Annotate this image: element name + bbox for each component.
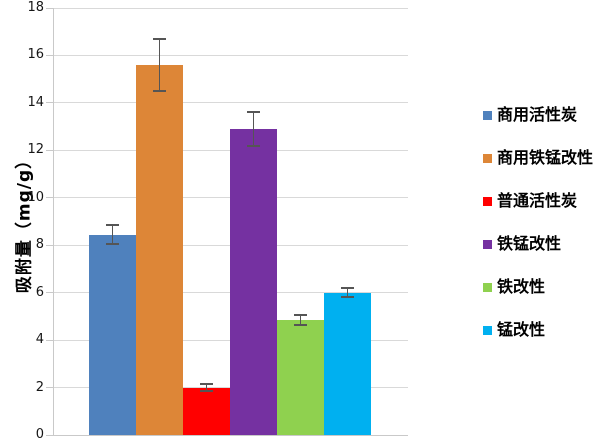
bar — [136, 64, 183, 435]
legend-item: 锰改性 — [483, 321, 593, 339]
error-bar-cap — [341, 286, 354, 289]
error-bar-cap — [200, 390, 213, 393]
error-bar-cap — [341, 296, 354, 299]
error-bar — [299, 315, 302, 325]
legend-label: 商用活性炭 — [497, 105, 578, 124]
error-bar — [346, 287, 349, 298]
error-bar — [205, 383, 208, 392]
y-tick-label: 14 — [27, 94, 44, 110]
legend-item: 铁锰改性 — [483, 235, 593, 253]
legend-label: 铁改性 — [497, 277, 546, 296]
error-bar-cap — [247, 111, 260, 114]
legend-item: 普通活性炭 — [483, 192, 593, 210]
y-axis-tick — [46, 54, 53, 56]
error-bar-cap — [294, 323, 307, 326]
y-tick-label: 0 — [35, 427, 44, 442]
bar — [277, 319, 324, 435]
legend-label: 普通活性炭 — [497, 191, 578, 210]
y-axis-tick — [46, 434, 53, 436]
legend-item: 铁改性 — [483, 278, 593, 296]
y-tick-label: 6 — [35, 284, 44, 300]
error-bar — [158, 38, 161, 92]
y-axis-tick — [46, 292, 53, 294]
legend-label: 商用铁锰改性 — [497, 148, 594, 167]
y-tick-label: 18 — [27, 0, 44, 15]
y-axis-tick — [46, 149, 53, 151]
error-bar-cap — [153, 37, 166, 40]
legend-color-swatch — [483, 239, 492, 249]
legend-label: 铁锰改性 — [497, 234, 562, 253]
legend-item: 商用铁锰改性 — [483, 149, 593, 167]
gridline — [54, 102, 408, 104]
error-bar — [111, 225, 114, 245]
bar — [89, 234, 136, 435]
legend-color-swatch — [483, 153, 492, 163]
error-bar-cap — [106, 243, 119, 246]
error-bar — [252, 112, 255, 146]
error-bar-cap — [106, 224, 119, 227]
y-axis-tick — [46, 102, 53, 104]
legend-color-swatch — [483, 325, 492, 335]
legend-color-swatch — [483, 282, 492, 292]
error-bar-cap — [294, 314, 307, 317]
plot-area — [53, 7, 408, 436]
y-tick-label: 12 — [27, 142, 44, 158]
legend-color-swatch — [483, 196, 492, 206]
gridline — [54, 7, 408, 9]
y-tick-label: 4 — [35, 332, 44, 348]
legend: 商用活性炭商用铁锰改性 普通活性炭铁锰改性铁改性锰改性 — [483, 106, 593, 364]
y-axis-tick — [46, 339, 53, 341]
error-bar-cap — [200, 382, 213, 385]
y-axis-tick — [46, 7, 53, 9]
bar — [324, 292, 371, 435]
y-axis-tick — [46, 387, 53, 389]
legend-label: 锰改性 — [497, 320, 546, 339]
legend-color-swatch — [483, 110, 492, 120]
y-axis-title: 吸附量（mg/g） — [14, 150, 35, 294]
legend-item: 商用活性炭 — [483, 106, 593, 124]
error-bar-cap — [153, 90, 166, 93]
y-tick-label: 2 — [35, 379, 44, 395]
bar — [183, 387, 230, 435]
error-bar-cap — [247, 144, 260, 147]
bar — [230, 128, 277, 435]
y-tick-label: 16 — [27, 47, 44, 63]
y-axis-tick — [46, 197, 53, 199]
y-axis-tick — [46, 244, 53, 246]
y-tick-label: 10 — [27, 189, 44, 205]
gridline — [54, 54, 408, 56]
y-tick-label: 8 — [35, 237, 44, 253]
